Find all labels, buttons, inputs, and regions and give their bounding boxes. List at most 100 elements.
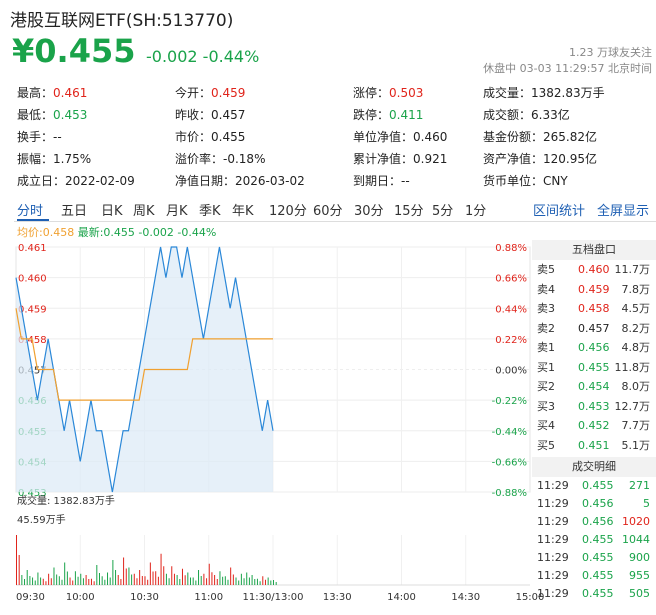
tab-4[interactable]: 月K (166, 204, 188, 219)
volume-bar (128, 567, 130, 585)
volume-bar (195, 580, 197, 585)
quote-value: 2026-03-02 (235, 174, 305, 188)
trade-time: 11:29 (537, 515, 569, 528)
x-tick: 11:00 (194, 592, 223, 603)
order-book-row: 卖2 0.457 8.2万 (532, 319, 656, 339)
order-book-row: 买5 0.451 5.1万 (532, 436, 656, 456)
volume-bar (147, 579, 149, 585)
intraday-chart[interactable]: 0.461 0.88% 0.460 0.66% 0.459 0.44% 0.458 0.22%… (0, 240, 656, 615)
volume-bar (123, 557, 125, 585)
trade-price: 0.455 (582, 479, 614, 492)
quote-label: 成立日： (17, 174, 66, 188)
volume-bar (21, 575, 23, 585)
volume-bar (203, 573, 205, 585)
volume-bar (240, 573, 242, 585)
trade-time: 11:29 (537, 551, 569, 564)
y-tick-left: 0.459 (18, 304, 47, 315)
volume-bar (42, 578, 44, 585)
quote-label: 今开： (175, 86, 212, 100)
volume-bar (160, 553, 162, 585)
y-tick-right: -0.88% (492, 488, 527, 499)
volume-bar (192, 577, 194, 585)
trade-volume: 5 (643, 497, 650, 510)
volume-bar (267, 577, 269, 585)
tab-9[interactable]: 30分 (354, 204, 384, 219)
range-stats-link[interactable]: 区间统计 (533, 204, 586, 219)
volume-bar (139, 570, 141, 585)
volume-bar (80, 573, 82, 585)
x-tick: 10:30 (130, 592, 159, 603)
quote-cell: 累计净值：0.921 (353, 150, 447, 167)
order-book-row: 卖4 0.459 7.8万 (532, 280, 656, 300)
quote-value: -- (401, 174, 410, 188)
quote-label: 货币单位： (483, 174, 544, 188)
volume-bar (24, 579, 26, 585)
volume-bar (190, 577, 192, 585)
volume-bar (264, 579, 266, 585)
trade-price: 0.455 (582, 587, 614, 600)
quote-cell: 最高：0.461 (17, 84, 87, 101)
trade-detail-title: 成交明细 (532, 457, 656, 477)
tab-2[interactable]: 日K (101, 204, 123, 219)
order-book-row: 买2 0.454 8.0万 (532, 377, 656, 397)
quote-cell: 涨停：0.503 (353, 84, 423, 101)
market-status: 休盘中 03-03 11:29:57 北京时间 (483, 62, 652, 75)
quote-label: 到期日： (353, 174, 402, 188)
quote-label: 最低： (17, 108, 54, 122)
volume-bar (82, 578, 84, 585)
trade-volume: 900 (629, 551, 650, 564)
tab-8[interactable]: 60分 (313, 204, 343, 219)
trade-row: 11:29 0.455 505 (532, 585, 656, 603)
volume-bar (136, 578, 138, 585)
tab-7[interactable]: 120分 (269, 204, 307, 219)
tab-3[interactable]: 周K (133, 204, 155, 219)
order-book-title: 五档盘口 (532, 240, 656, 260)
tab-12[interactable]: 1分 (465, 204, 487, 219)
volume-bar (120, 579, 122, 585)
volume-bar (232, 574, 234, 585)
order-price: 0.452 (578, 419, 610, 432)
quote-label: 振幅： (17, 152, 54, 166)
y-tick-right: 0.22% (495, 335, 527, 346)
volume-bar (216, 579, 218, 585)
order-volume: 8.0万 (621, 380, 651, 393)
order-level-label: 买5 (537, 438, 555, 452)
tab-6[interactable]: 年K (232, 204, 254, 219)
volume-bar (270, 580, 272, 585)
quote-label: 基金份额： (483, 130, 544, 144)
quote-value: 0.503 (389, 86, 424, 100)
tab-0[interactable]: 分时 (17, 204, 44, 219)
order-volume: 11.8万 (614, 360, 651, 374)
volume-bar (141, 576, 143, 585)
tab-11[interactable]: 5分 (432, 204, 454, 219)
trade-time: 11:29 (537, 587, 569, 600)
volume-bar (53, 567, 55, 585)
order-level-label: 卖1 (537, 341, 555, 354)
volume-bar (66, 571, 68, 585)
trade-volume: 1044 (622, 533, 650, 546)
fund-title: 港股互联网ETF(SH:513770) (10, 11, 234, 31)
volume-bar (238, 580, 240, 585)
volume-bar (115, 570, 117, 585)
volume-bar (37, 572, 39, 585)
quote-label: 净值日期： (175, 174, 236, 188)
volume-bar (109, 577, 111, 585)
tab-5[interactable]: 季K (199, 204, 221, 219)
order-price: 0.451 (578, 438, 610, 452)
quote-value: 0.453 (53, 108, 88, 122)
x-tick: 11:30/13:00 (242, 592, 303, 603)
volume-bar (93, 581, 95, 585)
quote-label: 累计净值： (353, 152, 414, 166)
volume-bar (168, 578, 170, 585)
fullscreen-link[interactable]: 全屏显示 (597, 204, 650, 219)
volume-bar (112, 560, 114, 585)
volume-bar (18, 555, 20, 585)
volume-bar (256, 578, 258, 585)
volume-bar (155, 571, 157, 585)
follower-count[interactable]: 1.23 万球友关注 (569, 46, 652, 59)
tab-1[interactable]: 五日 (61, 204, 88, 219)
quote-cell: 振幅：1.75% (17, 150, 91, 167)
order-price: 0.460 (578, 263, 610, 276)
quote-value: 1.75% (53, 152, 92, 166)
tab-10[interactable]: 15分 (394, 204, 424, 219)
